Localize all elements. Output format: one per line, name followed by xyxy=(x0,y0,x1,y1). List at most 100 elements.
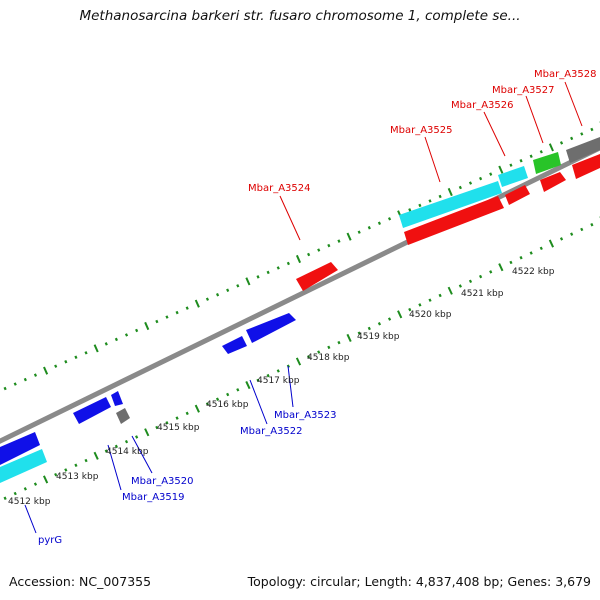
inner-track-minor-tick xyxy=(74,463,78,468)
inner-track-minor-tick xyxy=(276,369,280,373)
inner-track-minor-tick xyxy=(317,350,321,354)
outer-track-major-tick xyxy=(447,187,453,197)
inner-track-major-tick xyxy=(397,310,403,319)
outer-track-minor-tick xyxy=(509,163,513,167)
inner-track-minor-tick xyxy=(458,284,462,288)
tick-label-4514: 4514 kbp xyxy=(106,447,149,457)
outer-track-major-tick xyxy=(548,143,554,152)
gene-mbar-a3522[interactable] xyxy=(246,313,296,343)
inner-track-minor-tick xyxy=(428,298,432,302)
outer-track-minor-tick xyxy=(175,310,179,315)
gene-label-mbar-a3525[interactable]: Mbar_A3525 xyxy=(390,125,453,136)
inner-track-minor-tick xyxy=(13,491,17,496)
inner-track-minor-tick xyxy=(570,232,574,236)
outer-track-minor-tick xyxy=(377,221,382,225)
gene-label-mbar-a3526[interactable]: Mbar_A3526 xyxy=(451,100,514,111)
inner-track-major-tick xyxy=(245,381,251,390)
outer-track-minor-tick xyxy=(205,297,210,301)
inner-track-major-tick xyxy=(548,239,555,248)
outer-track-minor-tick xyxy=(226,288,230,292)
map-title: Methanosarcina barkeri str. fusaro chrom… xyxy=(79,8,521,24)
inner-track-minor-tick xyxy=(185,411,189,416)
outer-track-major-tick xyxy=(498,165,504,174)
gene-label-leaders xyxy=(24,81,583,534)
gene-mbar-a3524[interactable] xyxy=(296,262,338,291)
feature-track xyxy=(0,137,600,483)
outer-track-minor-tick xyxy=(64,360,68,364)
gene-label-mbar-a3520[interactable]: Mbar_A3520 xyxy=(131,476,194,487)
outer-track-minor-tick xyxy=(74,355,78,359)
outer-track-major-tick xyxy=(144,321,150,331)
outer-track-major-tick xyxy=(93,344,99,353)
tick-label-4520: 4520 kbp xyxy=(409,310,452,320)
tick-label-4517: 4517 kbp xyxy=(257,376,300,386)
inner-track-minor-tick xyxy=(114,444,118,449)
inner-tick-track xyxy=(3,216,600,501)
outer-track-minor-tick xyxy=(387,217,392,221)
gene-mbar-a3526-cyan[interactable] xyxy=(498,166,528,187)
outer-track-minor-tick xyxy=(337,239,341,243)
inner-track-minor-tick xyxy=(256,378,260,383)
gene-label-mbar-a3524[interactable]: Mbar_A3524 xyxy=(248,183,311,194)
outer-track-minor-tick xyxy=(317,248,321,252)
tick-label-4521: 4521 kbp xyxy=(461,289,504,299)
gene-label-mbar-a3523[interactable]: Mbar_A3523 xyxy=(274,410,337,421)
inner-track-minor-tick xyxy=(509,260,513,265)
outer-track-minor-tick xyxy=(539,150,543,154)
gene-mbar-a3527-red[interactable] xyxy=(540,172,566,192)
outer-track-minor-tick xyxy=(327,243,331,248)
gene-mbar-a3525[interactable] xyxy=(404,196,504,245)
inner-track-major-tick xyxy=(498,263,504,272)
outer-track-minor-tick xyxy=(155,319,159,324)
inner-track-minor-tick xyxy=(519,255,523,260)
tick-label-4516: 4516 kbp xyxy=(206,400,249,410)
gene-pyrg-cyan[interactable] xyxy=(0,449,47,483)
gene-mbar-a3520[interactable] xyxy=(73,397,111,424)
gene-mbar-a3527[interactable] xyxy=(533,152,561,174)
outer-track-minor-tick xyxy=(135,328,139,333)
inner-track-minor-tick xyxy=(33,482,38,486)
outer-track-major-tick xyxy=(194,299,200,308)
sequence-summary: Topology: circular; Length: 4,837,408 bp… xyxy=(247,574,591,589)
inner-track-minor-tick xyxy=(226,392,230,397)
gene-label-mbar-a3528[interactable]: Mbar_A3528 xyxy=(534,69,597,80)
inner-track-minor-tick xyxy=(590,222,594,227)
gene-mbar-a3525-cyan[interactable] xyxy=(399,181,502,228)
tick-label-4515: 4515 kbp xyxy=(157,423,200,433)
inner-track-minor-tick xyxy=(418,303,422,307)
gene-label-mbar-a3527[interactable]: Mbar_A3527 xyxy=(492,85,555,96)
tick-label-4522: 4522 kbp xyxy=(512,267,555,277)
chromosome-backbone xyxy=(0,145,600,444)
inner-track-minor-tick xyxy=(438,293,442,298)
outer-track-minor-tick xyxy=(428,199,432,203)
outer-track-minor-tick xyxy=(84,351,88,355)
outer-track-minor-tick xyxy=(418,203,422,208)
gene-pyrg[interactable] xyxy=(0,432,40,465)
inner-track-major-tick xyxy=(194,404,200,413)
gene-mbar-a3521[interactable] xyxy=(222,336,247,354)
gene-mbar-a3528[interactable] xyxy=(566,137,600,163)
outer-track-minor-tick xyxy=(590,127,594,132)
outer-track-minor-tick xyxy=(357,230,361,234)
inner-track-major-tick xyxy=(346,333,352,342)
gene-label-mbar-a3522[interactable]: Mbar_A3522 xyxy=(240,426,303,437)
inner-track-minor-tick xyxy=(468,279,473,284)
accession-text: Accession: NC_007355 xyxy=(9,574,152,589)
gene-mbar-a3519-arrow[interactable] xyxy=(111,391,123,406)
outer-tick-track xyxy=(3,121,600,391)
inner-track-minor-tick xyxy=(236,388,240,392)
tick-label-4518: 4518 kbp xyxy=(307,353,350,363)
gene-mbar-a3526[interactable] xyxy=(505,185,530,205)
inner-track-minor-tick xyxy=(64,468,68,472)
outer-track-minor-tick xyxy=(104,342,108,346)
inner-track-minor-tick xyxy=(215,397,220,401)
gene-mbar-a3519[interactable] xyxy=(116,408,130,424)
outer-track-minor-tick xyxy=(185,306,189,310)
inner-track-minor-tick xyxy=(580,227,584,232)
inner-track-minor-tick xyxy=(266,373,270,378)
gene-label-mbar-a3519[interactable]: Mbar_A3519 xyxy=(122,492,185,503)
outer-track-major-tick xyxy=(295,254,302,264)
gene-label-pyrg[interactable]: pyrG xyxy=(38,535,62,546)
gene-mbar-a3528-red[interactable] xyxy=(572,154,600,179)
